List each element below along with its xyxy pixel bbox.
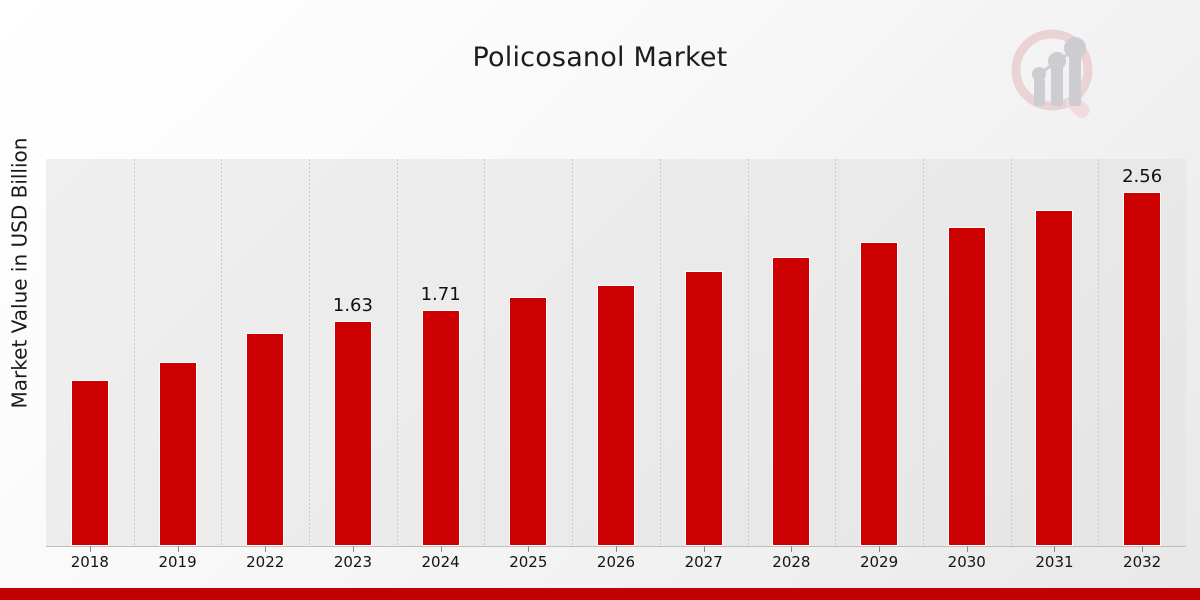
- x-axis-label-2018: 2018: [70, 553, 109, 571]
- gridline: [134, 159, 135, 546]
- bar-2023[interactable]: [333, 320, 372, 546]
- gridline: [748, 159, 749, 546]
- x-axis-label-2023: 2023: [333, 553, 373, 571]
- market-research-logo-icon: [1004, 22, 1108, 126]
- x-tick-mark-2018: [90, 546, 91, 552]
- gridline: [572, 159, 573, 546]
- x-axis-label-2019: 2019: [158, 553, 197, 571]
- x-tick-mark-2025: [528, 546, 529, 552]
- gridline: [835, 159, 836, 546]
- bar-2030[interactable]: [947, 226, 986, 546]
- gridline: [309, 159, 310, 546]
- y-axis-title-text: Market Value in USD Billion: [7, 137, 31, 409]
- page-title: Policosanol Market: [472, 42, 728, 73]
- gridline: [660, 159, 661, 546]
- gridline: [397, 159, 398, 546]
- x-axis-label-2027: 2027: [684, 553, 723, 571]
- gridline: [1098, 159, 1099, 546]
- x-tick-mark-2032: [1142, 546, 1143, 552]
- x-tick-mark-2019: [178, 546, 179, 552]
- x-axis-label-2022: 2022: [246, 553, 285, 571]
- bar-2026[interactable]: [597, 284, 635, 546]
- x-axis-label-2030: 2030: [947, 553, 986, 571]
- gridline: [923, 159, 924, 546]
- x-tick-mark-2027: [704, 546, 705, 552]
- x-tick-mark-2028: [791, 546, 792, 552]
- bar-value-label-2032: 2.56: [1122, 166, 1163, 188]
- bar-2029[interactable]: [860, 241, 899, 546]
- gridline: [221, 159, 222, 546]
- bar-2028[interactable]: [772, 257, 811, 546]
- bar-2022[interactable]: [246, 333, 285, 546]
- bar-2025[interactable]: [509, 297, 548, 546]
- bar-2019[interactable]: [158, 362, 197, 546]
- bar-2024[interactable]: [421, 309, 460, 546]
- bar-value-label-2024: 1.71: [420, 283, 461, 305]
- x-tick-mark-2024: [441, 546, 442, 552]
- x-axis-label-2026: 2026: [596, 553, 636, 571]
- bar-2032[interactable]: [1123, 192, 1162, 546]
- x-axis-label-2025: 2025: [509, 553, 548, 571]
- bar-value-label-2023: 1.63: [332, 294, 373, 316]
- gridline: [484, 159, 485, 546]
- x-axis-label-2032: 2032: [1123, 553, 1162, 571]
- bar-2018[interactable]: [70, 380, 109, 546]
- gridline: [1011, 159, 1012, 546]
- footer-accent-bar: [0, 588, 1200, 600]
- x-tick-mark-2022: [265, 546, 266, 552]
- x-axis-label-2028: 2028: [772, 553, 811, 571]
- x-axis-label-2031: 2031: [1035, 553, 1074, 571]
- x-tick-mark-2030: [967, 546, 968, 552]
- x-tick-mark-2031: [1054, 546, 1055, 552]
- bar-2031[interactable]: [1035, 210, 1074, 546]
- x-axis-label-2024: 2024: [421, 553, 460, 571]
- x-tick-mark-2029: [879, 546, 880, 552]
- bar-2027[interactable]: [684, 270, 723, 546]
- x-tick-mark-2023: [353, 546, 354, 552]
- y-axis-title: Market Value in USD Billion: [2, 0, 36, 546]
- x-axis-label-2029: 2029: [859, 553, 899, 571]
- x-tick-mark-2026: [616, 546, 617, 552]
